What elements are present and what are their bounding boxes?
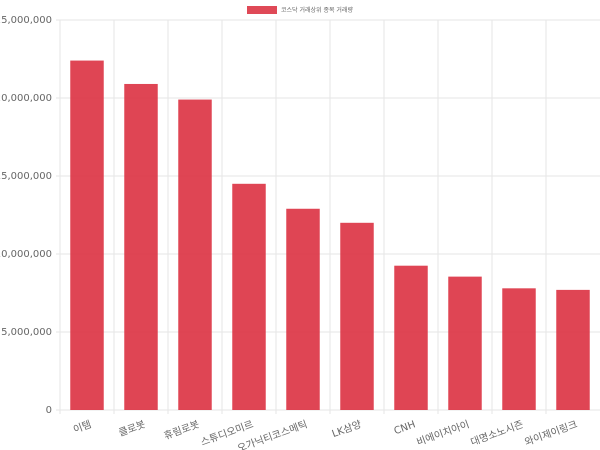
y-tick-label: 25,000,000 [0,15,52,26]
bar [124,83,158,411]
bar [70,60,104,411]
legend-label: 코스닥 거래상위 종목 거래량 [281,6,353,14]
y-tick-label: 20,000,000 [0,93,52,104]
x-tick-label: 대명소노시즌 [469,418,525,448]
bar [448,276,482,410]
x-tick-label: CNH [393,419,417,437]
legend-swatch [247,6,277,14]
y-tick-label: 0 [46,405,52,416]
bar [556,289,590,410]
x-tick-label: 클로봇 [117,418,147,439]
bar [394,265,428,410]
x-tick-label: 비에이치아이 [415,418,471,448]
x-tick-label: 휴림로봇 [162,418,201,442]
bar [502,288,536,410]
bar [340,222,374,410]
x-tick-label: 이템 [72,418,93,436]
y-tick-label: 15,000,000 [0,171,52,182]
x-tick-label: 와이제이링크 [523,418,579,448]
bar [178,99,212,410]
x-tick-label: LK삼양 [330,418,363,440]
bar [232,183,266,410]
y-tick-label: 5,000,000 [1,327,52,338]
y-tick-label: 10,000,000 [0,249,52,260]
bar [286,208,320,410]
